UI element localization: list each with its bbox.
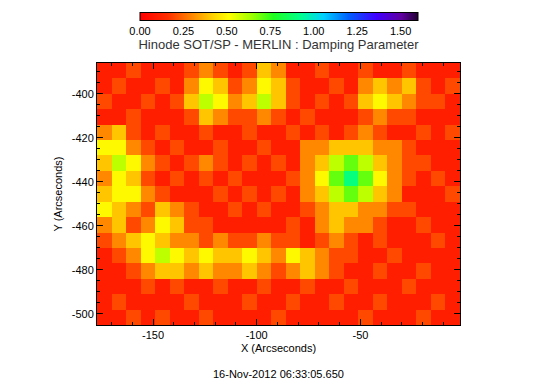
svg-text:Y (Arcseconds): Y (Arcseconds): [52, 157, 64, 232]
svg-text:-440: -440: [72, 176, 94, 188]
svg-text:-400: -400: [72, 88, 94, 100]
svg-text:1.00: 1.00: [303, 25, 324, 37]
svg-text:Hinode SOT/SP - MERLIN : Dampi: Hinode SOT/SP - MERLIN : Damping Paramet…: [138, 37, 419, 52]
svg-text:-460: -460: [72, 220, 94, 232]
svg-text:0.75: 0.75: [260, 25, 281, 37]
svg-text:-100: -100: [246, 329, 268, 341]
svg-text:0.50: 0.50: [216, 25, 237, 37]
svg-text:-150: -150: [142, 329, 164, 341]
svg-text:-50: -50: [352, 329, 368, 341]
svg-text:-420: -420: [72, 132, 94, 144]
svg-text:X (Arcseconds): X (Arcseconds): [241, 342, 316, 354]
svg-text:1.25: 1.25: [346, 25, 367, 37]
svg-text:-480: -480: [72, 264, 94, 276]
svg-text:0.25: 0.25: [173, 25, 194, 37]
svg-text:1.50: 1.50: [390, 25, 411, 37]
svg-text:16-Nov-2012 06:33:05.650: 16-Nov-2012 06:33:05.650: [213, 368, 344, 380]
svg-text:-500: -500: [72, 308, 94, 320]
svg-text:0.00: 0.00: [129, 25, 150, 37]
